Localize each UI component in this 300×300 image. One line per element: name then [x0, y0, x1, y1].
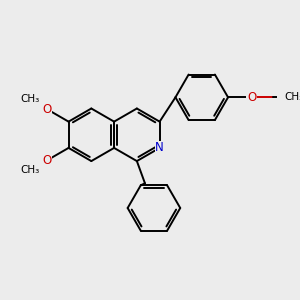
Text: CH₃: CH₃ — [284, 92, 300, 102]
Text: O: O — [247, 91, 256, 104]
Text: CH₃: CH₃ — [20, 94, 40, 104]
Text: CH₃: CH₃ — [20, 165, 40, 175]
Text: O: O — [42, 154, 52, 167]
Text: N: N — [155, 141, 164, 154]
Text: O: O — [42, 103, 52, 116]
